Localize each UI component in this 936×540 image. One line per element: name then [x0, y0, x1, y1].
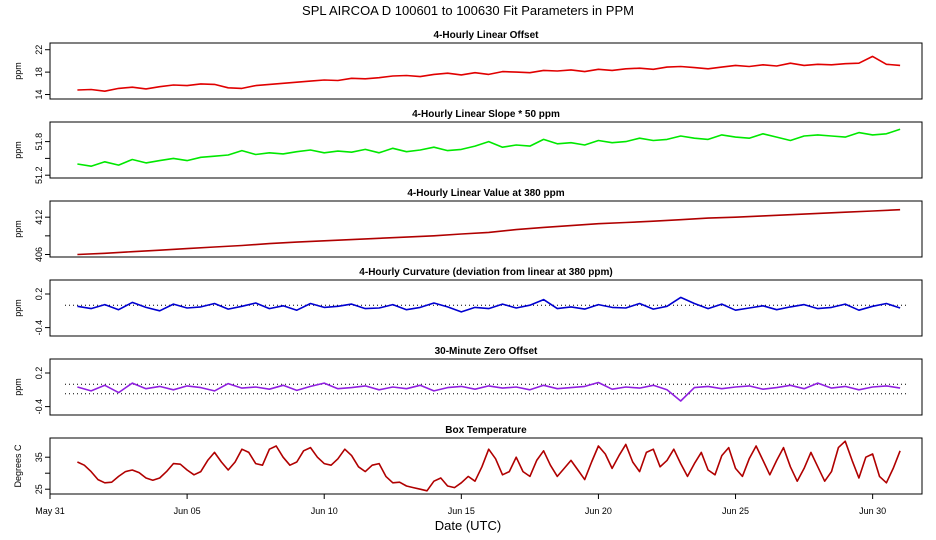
y-tick-label: 35: [34, 452, 44, 462]
x-tick-label: Jun 10: [311, 506, 338, 516]
panel-4: 4-Hourly Curvature (deviation from linea…: [13, 267, 923, 337]
panel-6: Box Temperature Degrees C 25 35: [13, 425, 923, 495]
x-axis-label: Date (UTC): [435, 518, 501, 533]
figure-title: SPL AIRCOA D 100601 to 100630 Fit Parame…: [302, 3, 634, 18]
y-axis-label: ppm: [13, 299, 23, 317]
panel-frame: [49, 42, 923, 100]
y-tick-label: -0.4: [34, 399, 44, 415]
series-line: [77, 440, 901, 492]
panels: 4-Hourly Linear Offsetppm1418224-Hourly …: [13, 30, 923, 495]
series-line: [77, 208, 901, 256]
y-axis-label: ppm: [13, 220, 23, 238]
panel-3: 4-Hourly Linear Value at 380 ppm ppm 406 41…: [13, 188, 923, 262]
x-tick-label: Jun 20: [585, 506, 612, 516]
y-tick-label: 0.2: [34, 367, 44, 380]
y-tick-label: 51.8: [34, 133, 44, 151]
series-line: [77, 381, 901, 402]
y-tick-label: 18: [34, 67, 44, 77]
panel-frame: [49, 279, 923, 337]
panel-frame: [49, 358, 923, 416]
panel-title: Box Temperature: [445, 425, 527, 436]
y-tick-label: 51.2: [34, 166, 44, 184]
y-axis-label: ppm: [13, 141, 23, 159]
x-tick-label: Jun 05: [174, 506, 201, 516]
y-tick-label: 406: [34, 247, 44, 262]
panel-frame: [49, 437, 923, 495]
y-axis-label: ppm: [13, 378, 23, 396]
series-line: [77, 296, 901, 313]
y-axis-label: ppm: [13, 62, 23, 80]
x-tick-label: May 31: [35, 506, 65, 516]
panel-frame: [49, 200, 923, 258]
series-line: [77, 128, 901, 167]
panel-title: 4-Hourly Linear Slope * 50 ppm: [412, 109, 560, 120]
panel-frame: [49, 121, 923, 179]
panel-title: 30-Minute Zero Offset: [435, 346, 538, 357]
x-tick-label: Jun 30: [859, 506, 886, 516]
y-tick-label: 0.2: [34, 288, 44, 301]
y-tick-label: 14: [34, 90, 44, 100]
x-axis: May 31 Jun 05 Jun 10 Jun 15 Jun 20 Jun 25 Jun …: [35, 494, 886, 516]
x-tick-label: Jun 15: [448, 506, 475, 516]
panel-title: 4-Hourly Curvature (deviation from linea…: [359, 267, 612, 278]
panel-5: 30-Minute Zero Offset ppm -0.4 0.2: [13, 346, 923, 416]
y-tick-label: 25: [34, 484, 44, 494]
panel-2: 4-Hourly Linear Slope * 50 ppm ppm 51.2 51.…: [13, 109, 923, 184]
series-line: [77, 55, 901, 92]
y-tick-label: 412: [34, 210, 44, 225]
x-tick-label: Jun 25: [722, 506, 749, 516]
y-tick-label: -0.4: [34, 320, 44, 336]
panel-1: 4-Hourly Linear Offset ppm 14 18 22: [13, 30, 923, 100]
y-tick-label: 22: [34, 45, 44, 55]
panel-title: 4-Hourly Linear Offset: [433, 30, 539, 41]
y-axis-label: Degrees C: [13, 444, 23, 488]
panel-title: 4-Hourly Linear Value at 380 ppm: [407, 188, 564, 199]
